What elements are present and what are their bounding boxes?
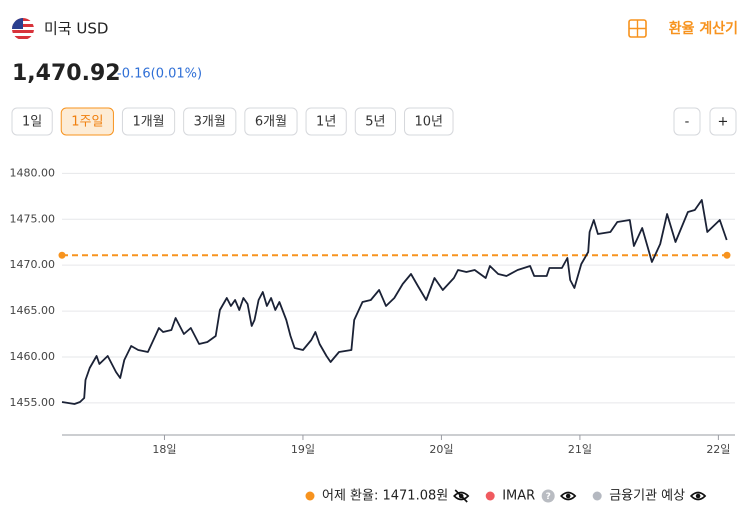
eye-pupil: [565, 493, 571, 499]
y-tick-label: 1455.00: [10, 396, 56, 409]
eye-pupil: [695, 493, 701, 499]
eye-shape: [560, 491, 577, 501]
y-tick-label: 1460.00: [10, 350, 56, 363]
legend-label: 금융기관 예상: [609, 489, 685, 504]
y-tick-label: 1475.00: [10, 212, 56, 225]
legend-dot: [305, 491, 315, 501]
eye-slash: [454, 489, 468, 503]
x-tick-label: 20일: [429, 442, 453, 456]
price: 1,470.92: [12, 61, 121, 86]
help-mark[interactable]: ?: [546, 492, 551, 502]
zoom-button[interactable]: [673, 107, 701, 136]
x-tick-label: 19일: [291, 442, 315, 456]
zoom-label[interactable]: +: [718, 115, 729, 130]
period-label[interactable]: 1일: [22, 115, 42, 130]
calculator-icon[interactable]: [628, 19, 647, 38]
period-button[interactable]: [183, 107, 237, 136]
zoom-label[interactable]: -: [685, 115, 690, 130]
y-tick-label: 1470.00: [10, 258, 56, 271]
period-button[interactable]: [60, 107, 114, 136]
legend-label: IMAR: [502, 489, 535, 504]
legend-label: 어제 환율: 1471.08원: [322, 489, 448, 504]
price-change: -0.16(0.01%): [117, 67, 202, 82]
period-label[interactable]: 6개월: [255, 115, 287, 130]
help-icon[interactable]: [541, 489, 555, 503]
period-button[interactable]: [354, 107, 397, 136]
period-label[interactable]: 1개월: [132, 115, 164, 130]
eye-off-icon[interactable]: [453, 489, 470, 503]
flag-icon: [12, 18, 34, 40]
legend-dot: [485, 491, 495, 501]
period-label[interactable]: 5년: [365, 115, 385, 130]
x-tick-label: 18일: [152, 442, 176, 456]
y-tick-label: 1480.00: [10, 166, 56, 179]
calculator-link[interactable]: 환율 계산기: [669, 20, 738, 37]
eye-icon[interactable]: [689, 491, 707, 501]
period-button[interactable]: [121, 107, 176, 136]
reference-dot: [58, 251, 66, 259]
x-tick-label: 21일: [568, 442, 592, 456]
eye-shape: [689, 491, 707, 501]
period-label[interactable]: 1년: [316, 115, 336, 130]
currency-title: 미국 USD: [44, 20, 108, 38]
reference-dot: [723, 251, 731, 259]
legend-dot: [592, 491, 602, 501]
eye-icon[interactable]: [560, 491, 577, 501]
period-label[interactable]: 1주일: [71, 115, 103, 130]
x-tick-label: 22일: [706, 442, 730, 456]
period-button[interactable]: [11, 107, 53, 136]
price-line: [61, 199, 728, 405]
period-button[interactable]: [404, 107, 454, 136]
y-tick-label: 1465.00: [10, 304, 56, 317]
period-button[interactable]: [305, 107, 347, 136]
period-label[interactable]: 10년: [415, 115, 444, 130]
period-button[interactable]: [244, 107, 298, 136]
zoom-button[interactable]: [709, 107, 737, 136]
period-label[interactable]: 3개월: [194, 115, 226, 130]
